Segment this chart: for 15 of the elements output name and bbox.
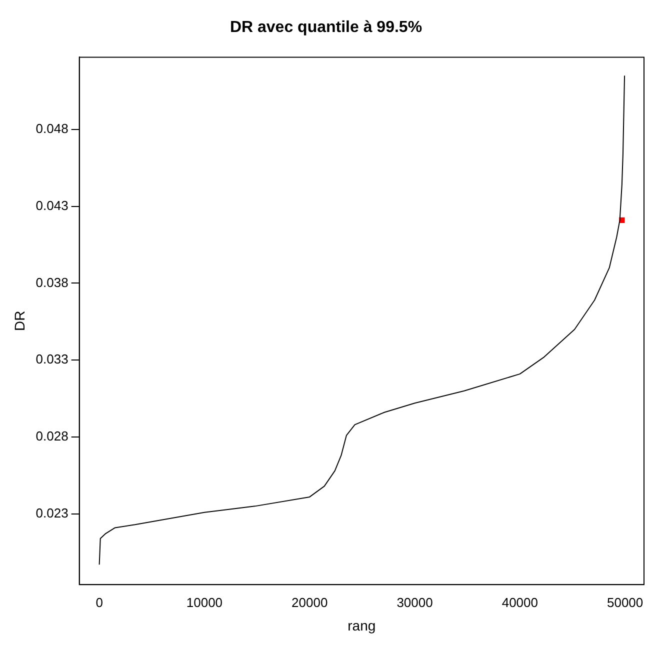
chart-title: DR avec quantile à 99.5% xyxy=(230,19,422,36)
y-tick-label: 0.043 xyxy=(36,198,68,213)
y-axis-title: DR xyxy=(11,310,28,332)
y-tick-label: 0.048 xyxy=(36,121,68,136)
x-tick-label: 20000 xyxy=(292,594,328,610)
y-tick-label: 0.033 xyxy=(36,352,68,367)
y-tick-label: 0.038 xyxy=(36,274,68,290)
x-tick-label: 0 xyxy=(96,594,103,610)
y-tick-label: 0.023 xyxy=(36,505,68,520)
y-tick-label: 0.028 xyxy=(36,428,68,444)
x-tick-label: 10000 xyxy=(186,594,223,610)
x-tick-label: 40000 xyxy=(502,594,538,610)
x-tick-label: 30000 xyxy=(396,594,433,610)
x-tick-label: 50000 xyxy=(606,594,644,610)
x-axis-title: rang xyxy=(348,617,376,634)
